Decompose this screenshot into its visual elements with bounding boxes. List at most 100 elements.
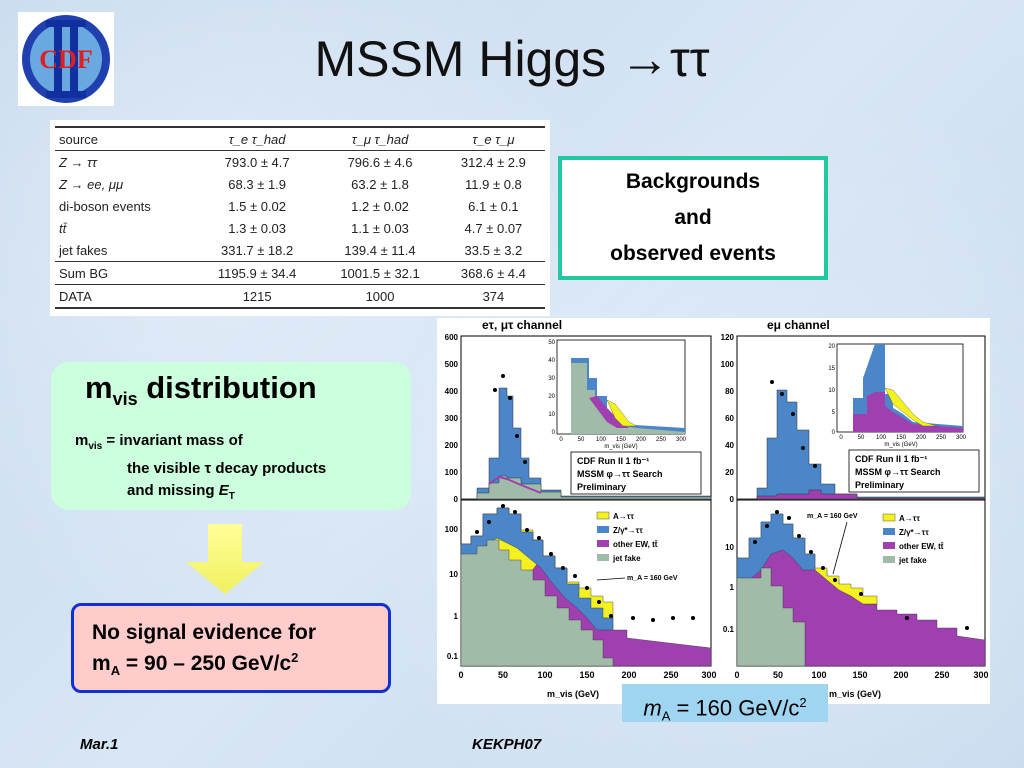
cell-value: 796.6 ± 4.6 (347, 154, 413, 170)
legend-item: jet fake (898, 556, 927, 565)
background-table: source τ_e τ_had τ_μ τ_had τ_e τ_μ Z → τ… (55, 126, 545, 309)
logo-text: CDF (39, 45, 92, 74)
legend-item: other EW, tt̄ (613, 540, 658, 549)
inset-y-tick: 5 (832, 410, 836, 416)
cdf-line: MSSM φ→ττ Search (855, 467, 941, 477)
callout-line: observed events (610, 242, 776, 265)
mvis-heading: mvis distribution (85, 370, 317, 410)
x-tick: 0 (458, 670, 463, 680)
inset-y-tick: 50 (548, 340, 555, 346)
y-tick: 20 (725, 468, 734, 477)
y-tick: 200 (445, 441, 459, 450)
x-tick: 250 (663, 670, 678, 680)
row-source: tt̄ (59, 220, 67, 236)
ns-sub: A (110, 663, 121, 679)
right-linear-histogram (737, 389, 986, 500)
inset-y-tick: 10 (548, 412, 555, 418)
left-cdf-label: CDF Run II 1 fb⁻¹ MSSM φ→ττ Search Preli… (570, 451, 702, 495)
x-tick: 150 (579, 670, 594, 680)
y-tick: 500 (445, 360, 459, 369)
cell-value: 33.5 ± 3.2 (464, 242, 523, 258)
mvis-plots-panel: eτ, μτ channel eμ channel 600 500 400 30… (437, 318, 990, 704)
inset-y-tick: 20 (548, 394, 555, 400)
left-ma-annotation: m_A = 160 GeV (627, 575, 678, 582)
y-tick: 0 (454, 495, 459, 504)
ma-sup: 2 (799, 695, 807, 710)
right-plot-title: eμ channel (767, 318, 830, 332)
x-tick: 150 (852, 670, 867, 680)
cdf-line: Preliminary (577, 482, 626, 492)
inset-y-tick: 40 (548, 358, 555, 364)
header-source: source (59, 131, 99, 147)
y-tick: 60 (725, 414, 734, 423)
def-pre: and missing (127, 482, 219, 499)
cell-value: 1.2 ± 0.02 (351, 198, 409, 214)
cell-value: 139.4 ± 11.4 (344, 242, 416, 258)
inset-y-tick: 15 (828, 366, 835, 372)
x-tick: 250 (934, 670, 949, 680)
def-m: m (75, 432, 89, 449)
x-tick: 200 (621, 670, 636, 680)
y-tick: 100 (721, 360, 735, 369)
x-tick: 50 (773, 670, 783, 680)
mvis-definition: mvis = invariant mass of the visible τ d… (75, 430, 326, 508)
row-source: Z → ee, μμ (59, 176, 124, 192)
inset-x-tick: 200 (636, 437, 647, 443)
ns-m: m (92, 652, 111, 675)
table-row: di-boson events 1.5 ± 0.02 1.2 ± 0.02 6.… (55, 195, 545, 217)
y-tick: 100 (445, 468, 459, 477)
y-tick: 10 (725, 543, 734, 552)
legend-item: other EW, tt̄ (899, 542, 944, 551)
left-log-histogram (460, 507, 712, 667)
cell-value: 1215 (242, 288, 272, 304)
right-log-histogram (736, 513, 986, 667)
inset-x-tick: 300 (956, 435, 967, 441)
cell-value: 1.1 ± 0.03 (351, 220, 409, 236)
callout-line: and (674, 206, 712, 229)
inset-x-tick: 0 (559, 437, 563, 443)
cell-value: 1195.9 ± 34.4 (217, 265, 297, 281)
right-inset-histogram (853, 344, 963, 432)
y-tick: 0.1 (447, 652, 459, 661)
row-source: di-boson events (59, 198, 151, 214)
row-source: jet fakes (59, 242, 108, 258)
annotation-arrow (596, 577, 626, 581)
inset-x-tick: 100 (596, 437, 607, 443)
legend-item: Z/γ*→ττ (613, 526, 643, 535)
y-tick: 0.1 (723, 625, 735, 634)
cell-value: 68.3 ± 1.9 (228, 176, 287, 192)
right-cdf-label: CDF Run II 1 fb⁻¹ MSSM φ→ττ Search Preli… (848, 449, 980, 493)
heading-sub: vis (112, 389, 138, 410)
backgrounds-callout: Backgrounds and observed events (558, 156, 828, 280)
cell-value: 6.1 ± 0.1 (468, 198, 519, 214)
cell-value: 312.4 ± 2.9 (460, 154, 526, 170)
right-legend: A→ττ Z/γ*→ττ other EW, tt̄ jet fake (882, 513, 944, 565)
left-plot-title: eτ, μτ channel (482, 318, 562, 332)
x-tick: 300 (973, 670, 988, 680)
cell-value: 4.7 ± 0.07 (464, 220, 523, 236)
right-log-data-points (753, 510, 969, 630)
left-linear-histogram (461, 387, 712, 500)
inset-y-tick: 0 (832, 430, 836, 436)
left-log-data-points (475, 504, 695, 622)
row-source: Sum BG (59, 265, 109, 281)
inset-x-tick: 200 (916, 435, 927, 441)
no-signal-callout (71, 603, 391, 693)
inset-x-tick: 150 (616, 437, 627, 443)
inset-xlabel: m_vis (GeV) (884, 442, 917, 448)
x-tick: 100 (811, 670, 826, 680)
ns-sup: 2 (291, 650, 299, 665)
ns-rest: = 90 – 250 GeV/c (120, 652, 292, 675)
inset-x-tick: 250 (936, 435, 947, 441)
def-t-sub: T (228, 491, 235, 502)
x-tick: 0 (734, 670, 739, 680)
background-table-panel: source τ_e τ_had τ_μ τ_had τ_e τ_μ Z → τ… (50, 120, 550, 316)
cdf-line: CDF Run II 1 fb⁻¹ (855, 454, 927, 464)
y-tick: 40 (725, 441, 734, 450)
ma-m: m (643, 695, 662, 721)
legend-item: jet fake (612, 554, 641, 563)
table-row-sum: Sum BG 1195.9 ± 34.4 1001.5 ± 32.1 368.6… (55, 261, 545, 285)
definition-line: and missing ET (75, 480, 326, 508)
y-tick: 400 (445, 387, 459, 396)
table-row-data: DATA 1215 1000 374 (55, 284, 545, 308)
